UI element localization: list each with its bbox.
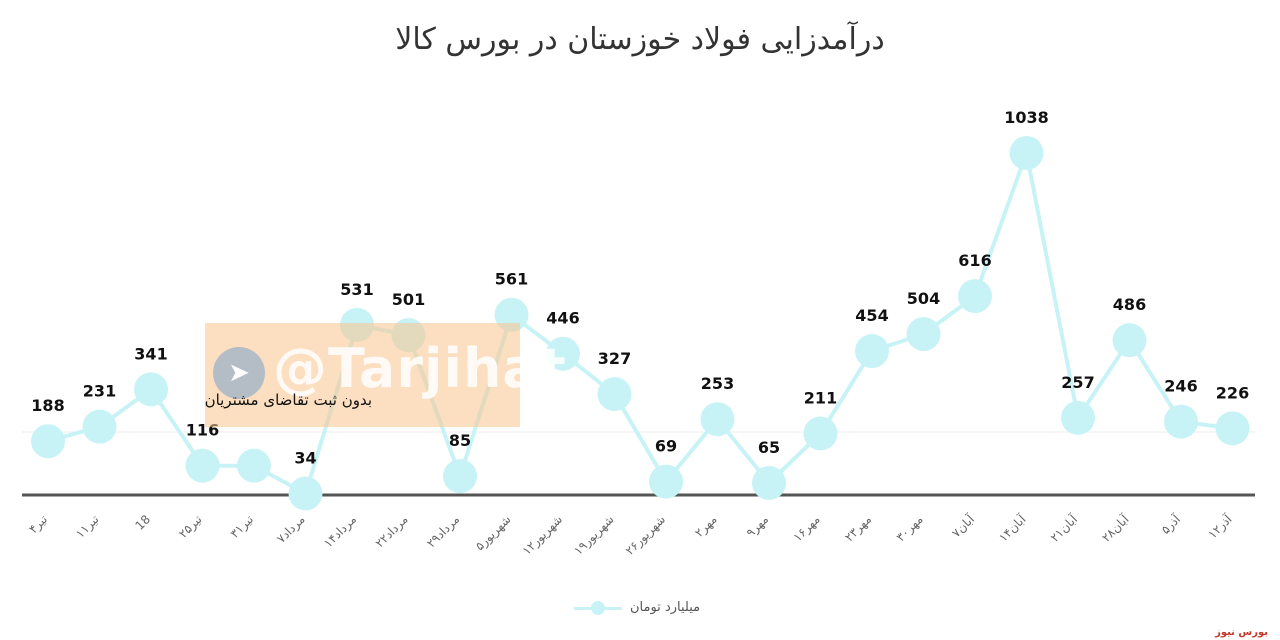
data-label: 231 <box>83 382 116 401</box>
x-tick-label: ۳۱تیر <box>227 512 256 541</box>
legend: میلیارد تومان <box>574 600 700 615</box>
data-point <box>237 448 271 483</box>
x-tick-label: ۲مهر <box>692 512 720 540</box>
x-tick-label: ۱۴مرداد <box>321 512 360 551</box>
data-label: 85 <box>449 431 471 450</box>
data-point <box>958 279 992 314</box>
data-point <box>803 416 838 451</box>
data-label: 69 <box>655 437 677 456</box>
data-point <box>752 465 786 500</box>
chart-title: درآمدزایی فولاد خوزستان در بورس کالا <box>395 22 885 57</box>
data-label: 188 <box>31 396 64 415</box>
x-tick-label: ۱۱تیر <box>73 512 102 541</box>
x-tick-label: ۵شهریور <box>473 512 515 554</box>
data-point <box>649 464 683 499</box>
x-tick-label: ۱۴آبان <box>995 511 1029 545</box>
data-point <box>1164 404 1198 439</box>
data-label: 561 <box>495 270 528 289</box>
x-tick-label: ۲۶شهریور <box>623 512 669 558</box>
x-tick-label: ۵آذر <box>1158 511 1185 538</box>
x-tick-label: ۹مهر <box>744 512 772 540</box>
data-point <box>185 448 220 483</box>
x-tick-label: ۲۲مرداد <box>372 512 411 551</box>
data-point <box>1009 135 1044 170</box>
data-point <box>855 334 889 369</box>
data-label-layer: 1882313411163453150185561446327692536521… <box>31 108 1249 467</box>
series-layer <box>31 135 1250 511</box>
x-tick-label: ۷مرداد <box>274 512 308 546</box>
telegram-icon: ➤ <box>213 347 265 399</box>
data-label: 65 <box>758 438 780 457</box>
x-tick-label: ۴تیر <box>26 512 51 537</box>
x-tick-label: ۲۵تیر <box>176 512 205 541</box>
data-label: 486 <box>1113 295 1146 314</box>
data-point <box>134 372 168 407</box>
x-tick-label: ۲۹مرداد <box>424 512 463 551</box>
x-tick-label: ۱۶مهر <box>790 512 823 545</box>
x-tick-label: ۷آبان <box>948 511 977 540</box>
data-label: 327 <box>598 349 631 368</box>
data-point <box>31 424 65 459</box>
x-tick-label: 18 <box>132 512 153 533</box>
source-logo: بورس نیوز <box>1215 627 1268 638</box>
x-tick-label: ۲۸آبان <box>1098 511 1132 545</box>
data-point <box>1061 400 1095 435</box>
data-label: 246 <box>1164 377 1197 396</box>
annotation-note: بدون ثبت تقاضای مشتریان <box>204 391 372 409</box>
data-label: 446 <box>546 309 579 328</box>
data-label: 211 <box>804 388 837 407</box>
x-tick-label: ۱۹شهریور <box>571 512 617 558</box>
data-point <box>597 377 632 412</box>
legend-marker <box>574 600 622 615</box>
data-point <box>700 402 735 437</box>
data-point <box>1215 411 1250 446</box>
data-label: 341 <box>134 344 167 363</box>
data-label: 226 <box>1216 383 1249 402</box>
x-tick-label: ۲۳مهر <box>842 512 875 545</box>
data-point <box>443 459 477 494</box>
data-point <box>546 336 580 371</box>
data-label: 1038 <box>1004 108 1049 127</box>
x-tick-layer: ۴تیر ۱۱تیر 18 ۲۵تیر ۳۱تیر ۷مرداد ۱۴مرداد ۲۲مردا… <box>26 511 1236 558</box>
watermark-text: @Tarjihat <box>273 337 567 400</box>
x-tick-label: ۳۰مهر <box>893 512 926 545</box>
x-tick-label: ۱۲آذر <box>1205 511 1236 542</box>
data-label: 253 <box>701 374 734 393</box>
data-point <box>906 317 941 352</box>
data-label: 501 <box>392 290 425 309</box>
x-tick-label: ۲۱آبان <box>1047 511 1081 545</box>
x-tick-label: ۱۲شهریور <box>520 512 566 558</box>
data-point <box>1112 323 1147 358</box>
data-label: 454 <box>855 306 888 325</box>
data-point <box>82 409 117 444</box>
legend-label: میلیارد تومان <box>630 600 701 615</box>
data-label: 504 <box>907 289 940 308</box>
data-label: 531 <box>340 280 373 299</box>
data-label: 616 <box>958 251 991 270</box>
data-point <box>288 476 323 511</box>
watermark: ➤ @Tarjihat <box>205 323 566 427</box>
data-label: 34 <box>294 448 316 467</box>
data-label: 257 <box>1061 373 1094 392</box>
